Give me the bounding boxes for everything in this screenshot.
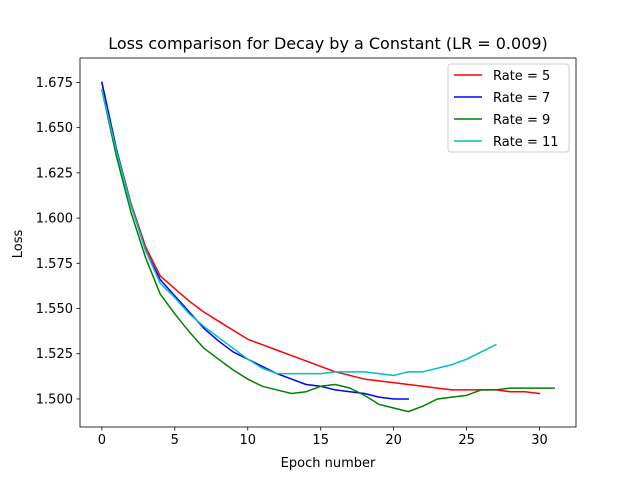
- series-line-3: [100, 88, 555, 413]
- y-tick-label: 1.575: [36, 257, 73, 272]
- x-tick-label: 0: [98, 433, 106, 448]
- axes-frame: [79, 57, 577, 428]
- y-tick-label: 1.525: [36, 347, 73, 362]
- legend-box: [447, 63, 570, 153]
- y-tick-label: 1.625: [36, 166, 73, 181]
- legend-label-4: Rate = 11: [493, 135, 559, 150]
- y-tick-label: 1.650: [36, 121, 73, 136]
- x-tick-label: 10: [239, 433, 256, 448]
- y-tick-label: 1.600: [36, 212, 73, 227]
- y-tick-label: 1.550: [36, 302, 73, 317]
- y-axis-label: Loss: [11, 230, 26, 259]
- series-line-4: [100, 88, 497, 377]
- x-tick-label: 30: [531, 433, 548, 448]
- legend-label-1: Rate = 5: [493, 69, 550, 84]
- x-tick-label: 20: [385, 433, 402, 448]
- legend-label-3: Rate = 9: [493, 113, 550, 128]
- y-tick-label: 1.500: [36, 392, 73, 407]
- plot-area: 0 5 10 15 20 25 30 1.500 1.525 1.550 1.575 1.600 1.6…: [36, 57, 577, 448]
- chart-title: Loss comparison for Decay by a Constant …: [108, 34, 548, 53]
- legend: Rate = 5 Rate = 7 Rate = 9 Rate = 11: [447, 63, 570, 153]
- x-tick-label: 15: [312, 433, 329, 448]
- legend-label-2: Rate = 7: [493, 91, 550, 106]
- x-tick-label: 5: [171, 433, 179, 448]
- x-tick-label: 25: [458, 433, 475, 448]
- series-line-1: [100, 81, 541, 395]
- y-tick-label: 1.675: [36, 76, 73, 91]
- x-axis-label: Epoch number: [281, 456, 376, 471]
